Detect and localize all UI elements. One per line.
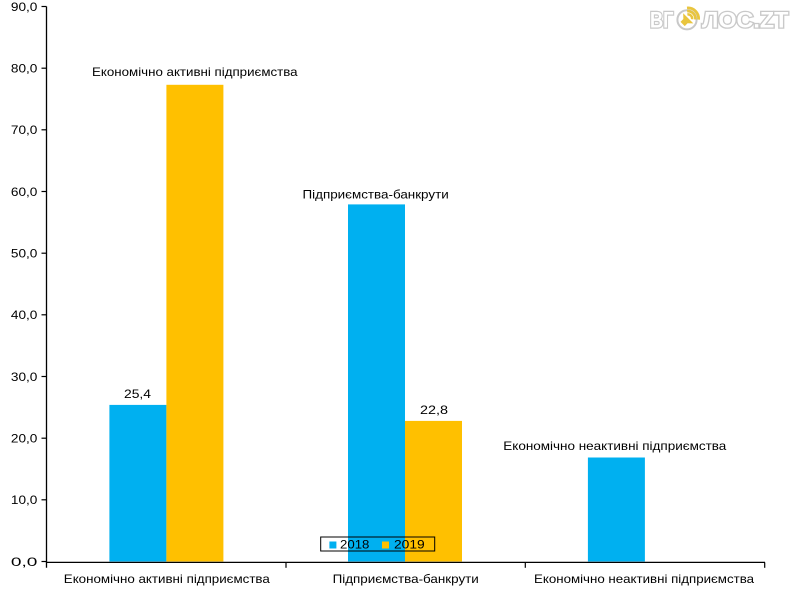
svg-text:30,0: 30,0 bbox=[11, 370, 38, 384]
svg-text:ЛОС.ZT: ЛОС.ZT bbox=[702, 7, 789, 32]
svg-text:50,0: 50,0 bbox=[11, 247, 38, 261]
svg-text:80,0: 80,0 bbox=[11, 62, 38, 76]
svg-text:ВГ: ВГ bbox=[650, 7, 674, 32]
svg-text:10,0: 10,0 bbox=[11, 493, 38, 507]
svg-text:90,0: 90,0 bbox=[11, 0, 38, 14]
svg-text:20,0: 20,0 bbox=[11, 432, 38, 446]
svg-text:Економічно неактивні підприємс: Економічно неактивні підприємства bbox=[503, 439, 726, 453]
svg-text:Підприємства-банкрути: Підприємства-банкрути bbox=[333, 572, 479, 586]
svg-text:Економічно активні підприємств: Економічно активні підприємства bbox=[92, 65, 298, 79]
svg-text:70,0: 70,0 bbox=[11, 123, 38, 137]
svg-text:25,4: 25,4 bbox=[124, 387, 151, 401]
svg-text:22,8: 22,8 bbox=[420, 403, 448, 417]
svg-text:Економічно активні підприємств: Економічно активні підприємства bbox=[64, 572, 270, 586]
svg-text:2018: 2018 bbox=[340, 538, 370, 552]
svg-text:60,0: 60,0 bbox=[11, 185, 38, 199]
svg-text:40,0: 40,0 bbox=[11, 308, 38, 322]
svg-text:0,0: 0,0 bbox=[11, 555, 38, 569]
svg-text:Підприємства-банкрути: Підприємства-банкрути bbox=[303, 187, 449, 201]
svg-text:2019: 2019 bbox=[394, 538, 425, 552]
svg-text:Економічно неактивні підприємс: Економічно неактивні підприємства bbox=[534, 572, 754, 586]
